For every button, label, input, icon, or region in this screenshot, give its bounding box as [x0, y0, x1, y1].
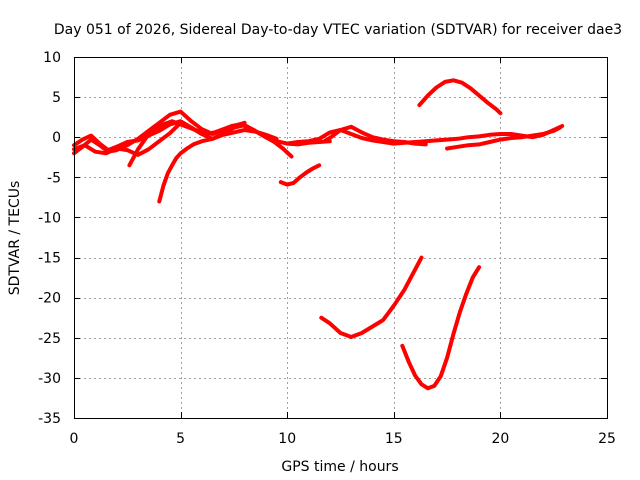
- y-tick-label: -15: [38, 251, 61, 267]
- y-tick-label: -10: [38, 210, 61, 226]
- x-tick-label: 5: [176, 431, 185, 447]
- series-group: [72, 78, 565, 391]
- grid: [74, 57, 607, 418]
- x-tick-labels: 0 5 10 15 20 25: [70, 431, 616, 447]
- series-line-sat-f: [278, 163, 322, 187]
- y-axis-title: SDTVAR / TECUs: [7, 181, 23, 296]
- series-line-sat-k: [319, 255, 424, 339]
- y-tick-label: 5: [52, 90, 61, 106]
- y-tick-label: 10: [43, 50, 61, 66]
- x-tick-label: 20: [491, 431, 509, 447]
- x-tick-label: 25: [598, 431, 616, 447]
- y-tick-label: -30: [38, 371, 61, 387]
- x-axis-title: GPS time / hours: [281, 459, 398, 475]
- plot-frame: [74, 57, 608, 419]
- y-tick-labels: -35 -30 -25 -20 -15 -10 -5 0 5 10: [38, 50, 61, 427]
- series-line-sat-e: [157, 128, 279, 204]
- series-line-sat-i: [445, 125, 563, 151]
- x-tick-label: 10: [278, 431, 296, 447]
- y-tick-label: -20: [38, 291, 61, 307]
- x-tick-label: 0: [70, 431, 79, 447]
- y-tick-label: -25: [38, 331, 61, 347]
- y-tick-label: 0: [52, 130, 61, 146]
- y-tick-label: -35: [38, 411, 61, 427]
- series-line-sat-h: [323, 124, 428, 147]
- series-line-sat-j: [417, 78, 503, 116]
- chart-title: Day 051 of 2026, Sidereal Day-to-day VTE…: [54, 22, 622, 38]
- y-tick-label: -5: [47, 170, 61, 186]
- x-tick-label: 15: [385, 431, 403, 447]
- series-line-sat-g: [285, 124, 565, 146]
- ticks: [74, 57, 608, 419]
- series-line-sat-l: [400, 265, 482, 391]
